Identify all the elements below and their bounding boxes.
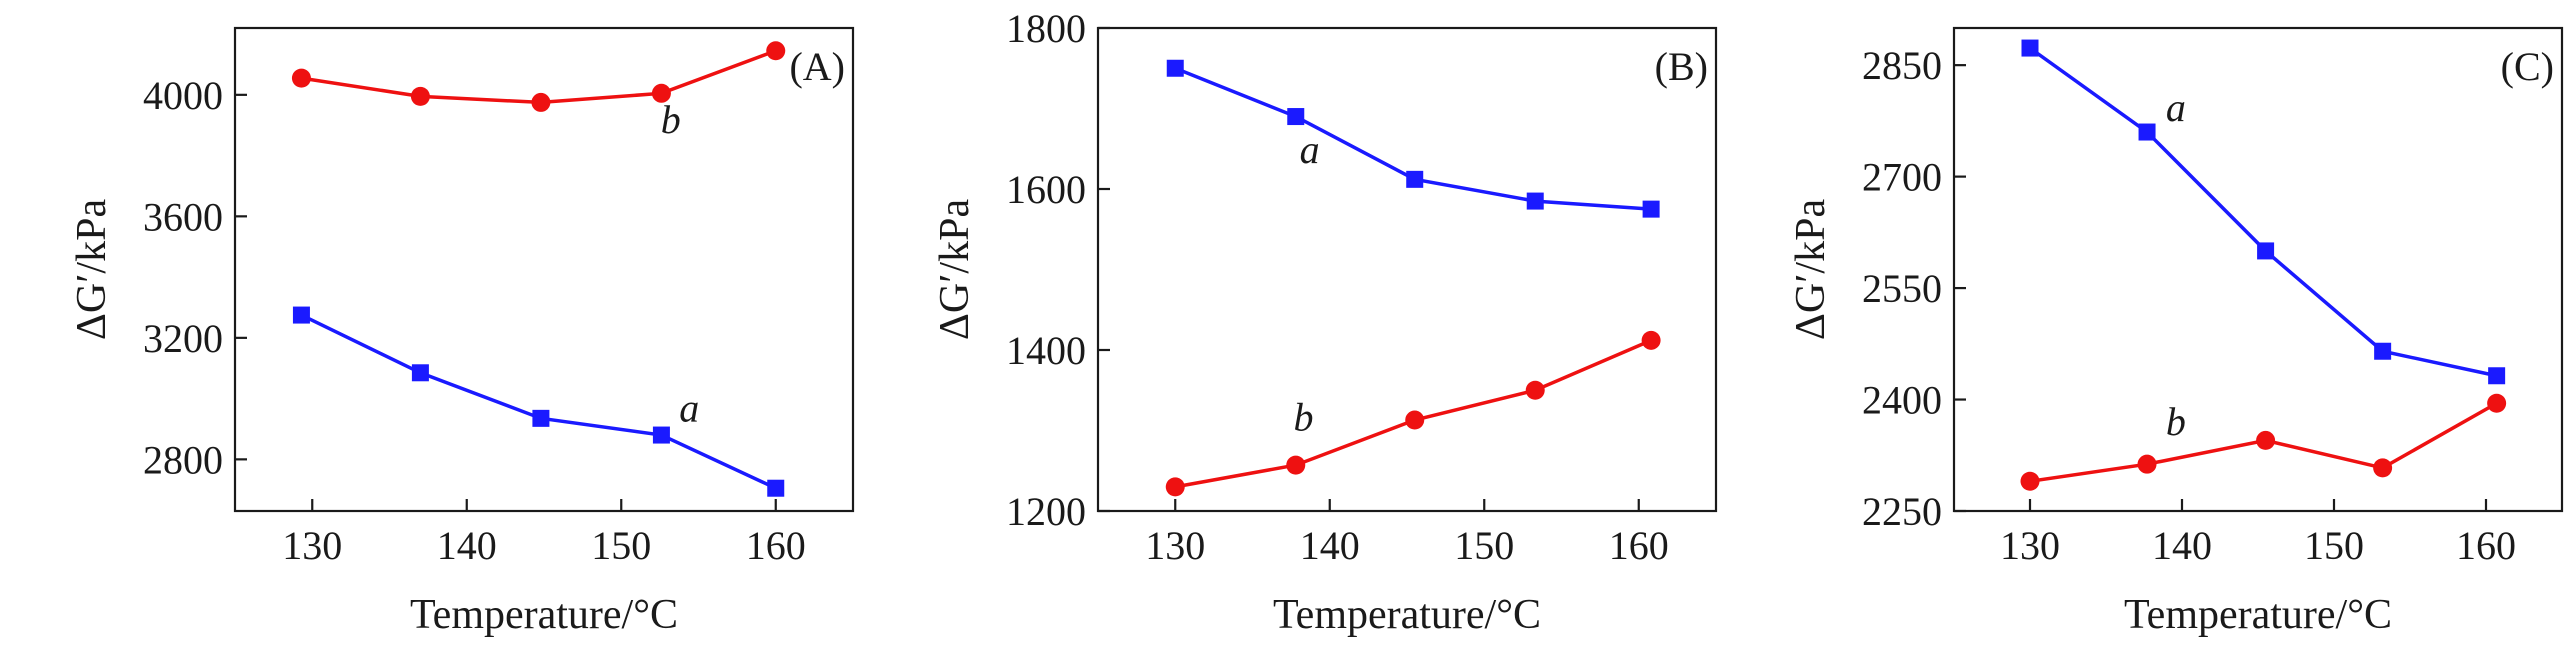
- x-tick-label: 150: [2304, 523, 2364, 568]
- data-point-a: [411, 364, 429, 382]
- y-tick-label: 4000: [143, 73, 223, 118]
- x-axis-label: Temperature/°C: [1273, 592, 1541, 638]
- x-tick-label: 130: [2000, 523, 2060, 568]
- series-line-a: [2028, 46, 2498, 378]
- data-point-a: [532, 409, 550, 427]
- data-point-a: [2021, 39, 2039, 57]
- x-axis-label: Temperature/°C: [2124, 592, 2392, 638]
- y-tick-label: 2250: [1862, 489, 1942, 534]
- data-point-a: [1166, 59, 1184, 77]
- data-point-a: [292, 306, 310, 324]
- series-label-a: a: [679, 385, 699, 430]
- series-label-b: b: [2166, 399, 2186, 444]
- plot-frame: [1952, 26, 2564, 513]
- data-point-b: [2256, 430, 2276, 450]
- panel-label: (B): [1655, 44, 1708, 89]
- series-label-a: a: [2166, 85, 2186, 130]
- data-point-b: [766, 41, 786, 61]
- data-point-a: [2138, 123, 2156, 141]
- data-point-b: [2137, 454, 2157, 474]
- series-line-a: [1174, 66, 1652, 211]
- series-label-b: b: [1293, 395, 1313, 440]
- x-tick-label: 160: [1609, 523, 1669, 568]
- x-tick-label: 160: [746, 523, 806, 568]
- x-tick-label: 150: [1454, 523, 1514, 568]
- panel-label: (A): [789, 44, 845, 89]
- data-point-b: [2487, 393, 2507, 413]
- data-point-b: [410, 86, 430, 106]
- data-point-a: [2488, 367, 2506, 385]
- data-point-b: [531, 92, 551, 112]
- data-point-a: [2257, 242, 2275, 260]
- y-axis-label: ΔG′/kPa: [1788, 199, 1834, 341]
- data-point-a: [2374, 342, 2392, 360]
- y-tick-label: 3600: [143, 194, 223, 239]
- data-point-b: [1286, 455, 1306, 475]
- plot-frame: [1096, 26, 1718, 513]
- y-tick-label: 2550: [1862, 266, 1942, 311]
- data-point-b: [1405, 410, 1425, 430]
- y-tick-label: 1200: [1006, 489, 1086, 534]
- data-point-a: [652, 426, 670, 444]
- data-point-a: [1287, 108, 1305, 126]
- x-tick-label: 140: [437, 523, 497, 568]
- x-tick-label: 140: [2152, 523, 2212, 568]
- series-label-a: a: [1300, 127, 1320, 172]
- y-tick-label: 3200: [143, 316, 223, 361]
- x-tick-label: 130: [282, 523, 342, 568]
- data-point-a: [1406, 170, 1424, 188]
- data-point-a: [1526, 192, 1544, 210]
- series-label-b: b: [661, 97, 681, 142]
- y-tick-label: 1400: [1006, 328, 1086, 373]
- x-tick-label: 130: [1145, 523, 1205, 568]
- data-point-b: [651, 83, 671, 103]
- y-tick-label: 2700: [1862, 155, 1942, 200]
- x-axis-label: Temperature/°C: [410, 592, 678, 638]
- y-axis-label: ΔG′/kPa: [932, 199, 978, 341]
- x-tick-label: 160: [2456, 523, 2516, 568]
- y-tick-label: 2400: [1862, 378, 1942, 423]
- panel-label: (C): [2501, 44, 2554, 89]
- x-tick-label: 150: [591, 523, 651, 568]
- series-line-a: [300, 313, 777, 490]
- data-point-b: [1641, 330, 1661, 350]
- plot-frame: [233, 26, 855, 513]
- data-point-b: [2373, 458, 2393, 478]
- panel-a: 130 140 150 160 2800 3200 3600 4000 Temperature/…: [69, 26, 855, 638]
- data-point-b: [291, 68, 311, 88]
- panel-c: 130 140 150 160 2250 2400 2550 2700 2850 Temperat…: [1788, 26, 2564, 638]
- x-tick-label: 140: [1300, 523, 1360, 568]
- y-tick-label: 2800: [143, 437, 223, 482]
- y-axis-label: ΔG′/kPa: [69, 199, 115, 341]
- data-point-a: [1642, 200, 1660, 218]
- panel-b: 130 140 150 160 1200 1400 1600 1800 Temperature/…: [932, 6, 1718, 638]
- data-point-b: [1165, 477, 1185, 497]
- data-point-a: [767, 479, 785, 497]
- data-point-b: [2020, 471, 2040, 491]
- data-point-b: [1525, 380, 1545, 400]
- y-tick-label: 2850: [1862, 43, 1942, 88]
- y-tick-label: 1800: [1006, 6, 1086, 51]
- y-tick-label: 1600: [1006, 167, 1086, 212]
